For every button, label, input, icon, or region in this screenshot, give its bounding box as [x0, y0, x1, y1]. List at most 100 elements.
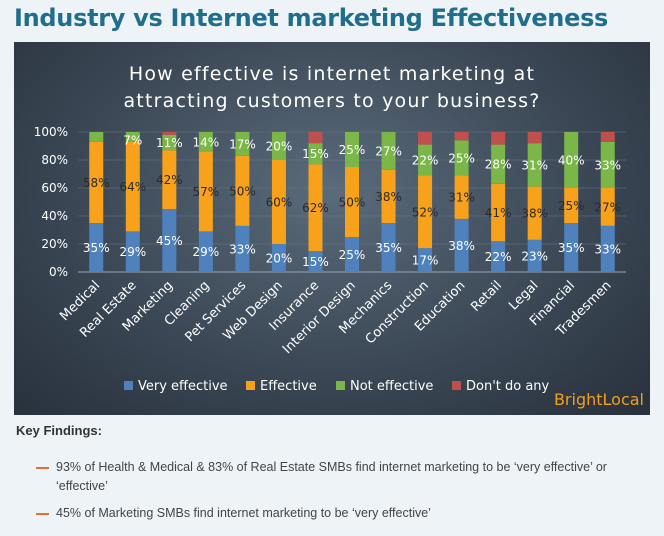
- bar-segment-very-effective: [162, 209, 177, 272]
- bar-segment-very-effective: [271, 244, 286, 272]
- bar-segment-effective: [89, 141, 104, 223]
- legend-swatch: [124, 381, 133, 390]
- data-label: 31%: [521, 158, 548, 172]
- bar-segment-not-effective: [235, 132, 250, 156]
- legend-swatch: [336, 381, 345, 390]
- data-label: 28%: [485, 158, 512, 172]
- bar-segment-don-t-do-any: [491, 132, 506, 145]
- bar-segment-very-effective: [198, 231, 213, 272]
- bar-segment-very-effective: [345, 237, 359, 272]
- bar-segment-don-t-do-any: [600, 132, 615, 142]
- bar-segment-don-t-do-any: [308, 132, 323, 144]
- data-label: 60%: [266, 196, 293, 210]
- data-label: 17%: [412, 254, 439, 268]
- bar-segment-very-effective: [308, 251, 323, 272]
- data-label: 35%: [83, 241, 110, 255]
- data-label: 45%: [156, 234, 183, 248]
- bar-segment-not-effective: [564, 132, 579, 188]
- bar-segment-not-effective: [381, 132, 396, 170]
- data-label: 38%: [375, 190, 402, 204]
- bar-segment-effective: [308, 164, 323, 251]
- chart-title-line: attracting customers to your business?: [123, 90, 540, 112]
- data-label: 35%: [375, 241, 402, 255]
- bar-segment-effective: [198, 151, 213, 232]
- bar-segment-effective: [454, 175, 469, 219]
- legend-label: Not effective: [350, 379, 433, 394]
- data-label: 29%: [193, 245, 220, 259]
- y-tick-label: 80%: [41, 153, 68, 167]
- data-label: 25%: [558, 199, 585, 213]
- data-label: 31%: [448, 191, 475, 205]
- y-tick-label: 60%: [41, 181, 68, 195]
- bar-segment-effective: [235, 155, 250, 226]
- bar-segment-don-t-do-any: [527, 132, 542, 144]
- bar-segment-very-effective: [235, 225, 250, 272]
- bar-segment-effective: [527, 186, 542, 240]
- bar-segment-very-effective: [600, 225, 615, 272]
- bar-segment-very-effective: [527, 239, 542, 272]
- data-label: 14%: [193, 135, 220, 149]
- data-label: 52%: [412, 205, 439, 219]
- chart-panel: How effective is internet marketing at at…: [14, 42, 650, 415]
- bullet-dash-icon: [36, 467, 49, 469]
- brand-logo: BrightLocal: [553, 390, 644, 409]
- bar-segment-not-effective: [345, 132, 359, 167]
- bullet-dash-icon: [36, 513, 49, 515]
- data-label: 57%: [193, 185, 220, 199]
- data-label: 33%: [594, 242, 621, 256]
- bar-segment-effective: [162, 150, 177, 209]
- data-label: 23%: [521, 249, 548, 263]
- bar-segment-not-effective: [198, 132, 213, 152]
- finding-item: 93% of Health & Medical & 83% of Real Es…: [36, 458, 636, 496]
- bar-segment-very-effective: [564, 223, 579, 272]
- data-label: 25%: [448, 151, 475, 165]
- bar-segment-not-effective: [454, 140, 469, 176]
- legend-swatch: [452, 381, 461, 390]
- bar-segment-very-effective: [89, 223, 104, 272]
- bar-segment-not-effective: [600, 141, 615, 188]
- bar-segment-very-effective: [491, 241, 506, 272]
- data-label: 25%: [339, 248, 366, 262]
- data-label: 33%: [594, 158, 621, 172]
- data-label: 33%: [229, 242, 256, 256]
- data-label: 17%: [229, 137, 256, 151]
- bar-segment-not-effective: [271, 132, 286, 160]
- data-label: 58%: [83, 176, 110, 190]
- chart-title-line: How effective is internet marketing at: [129, 63, 535, 85]
- y-tick-label: 40%: [41, 209, 68, 223]
- x-tick-label: Retail: [468, 278, 505, 315]
- y-tick-label: 20%: [41, 237, 68, 251]
- data-label: 15%: [302, 255, 329, 269]
- bar-segment-effective: [418, 175, 433, 249]
- data-label: 15%: [302, 147, 329, 161]
- data-label: 27%: [375, 144, 402, 158]
- legend-label: Very effective: [138, 379, 228, 394]
- data-label: 7%: [123, 133, 142, 147]
- data-label: 35%: [558, 241, 585, 255]
- stacked-bar-chart: How effective is internet marketing at at…: [34, 63, 626, 394]
- bar-segment-not-effective: [418, 144, 433, 176]
- bar-segment-very-effective: [381, 223, 396, 272]
- data-label: 50%: [339, 196, 366, 210]
- legend-label: Effective: [260, 379, 317, 394]
- data-label: 38%: [521, 207, 548, 221]
- findings-list: 93% of Health & Medical & 83% of Real Es…: [36, 458, 636, 531]
- data-label: 42%: [156, 173, 183, 187]
- bar-segment-not-effective: [491, 144, 506, 184]
- data-label: 20%: [266, 140, 293, 154]
- data-label: 29%: [119, 245, 146, 259]
- y-tick-label: 100%: [34, 125, 68, 139]
- finding-text: 45% of Marketing SMBs find internet mark…: [56, 506, 431, 520]
- legend-swatch: [246, 381, 255, 390]
- bar-segment-very-effective: [418, 248, 433, 272]
- data-label: 22%: [412, 154, 439, 168]
- bar-segment-effective: [125, 141, 140, 232]
- data-label: 27%: [594, 200, 621, 214]
- data-label: 41%: [485, 206, 512, 220]
- data-label: 64%: [119, 180, 146, 194]
- data-label: 38%: [448, 239, 475, 253]
- bar-segment-not-effective: [89, 132, 104, 142]
- data-label: 50%: [229, 184, 256, 198]
- bar-segment-effective: [564, 188, 579, 223]
- data-label: 25%: [339, 143, 366, 157]
